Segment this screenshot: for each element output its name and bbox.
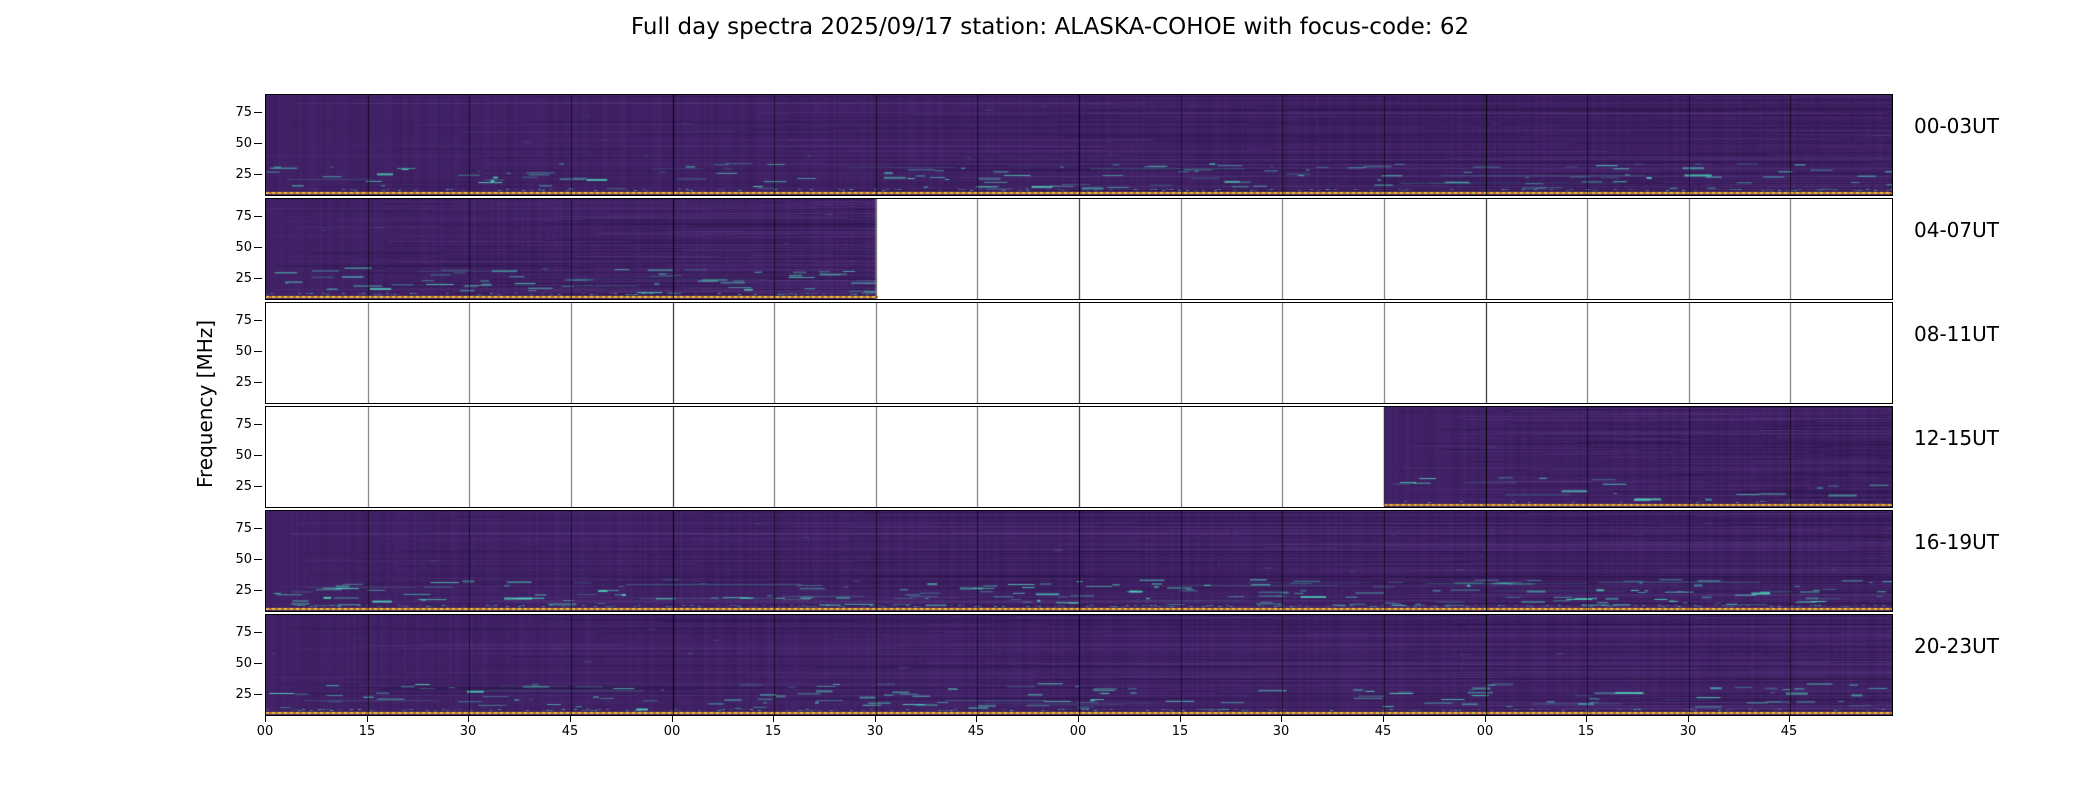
row-time-label: 12-15UT [1914,426,1999,450]
spectrogram-panel [265,614,1893,716]
spectrogram-panel [265,94,1893,196]
x-tick-mark [1789,716,1790,722]
x-tick-mark [773,716,774,722]
y-tick-label: 50 [222,137,262,151]
y-tick-label: 50 [222,449,262,463]
x-tick-label: 00 [256,724,274,739]
spectrogram-row: 75 50 25 16-19UT [0,510,2100,612]
spectrogram-panel [265,302,1893,404]
x-tick-mark [468,716,469,722]
y-tick-label: 25 [222,584,262,598]
spectrogram-row: 75 50 25 00-03UT [0,94,2100,196]
y-tick-label: 75 [222,522,262,536]
x-tick-label: 30 [1679,724,1697,739]
spectrogram-panel [265,406,1893,508]
x-tick-mark [265,716,266,722]
x-tick-mark [1281,716,1282,722]
x-tick-label: 15 [1171,724,1189,739]
y-tick-label: 50 [222,553,262,567]
y-tick-label: 75 [222,418,262,432]
y-tick-label: 75 [222,626,262,640]
x-tick-mark [1078,716,1079,722]
row-time-label: 20-23UT [1914,634,1999,658]
spectrogram-panel [265,510,1893,612]
x-tick-mark [672,716,673,722]
x-tick-label: 00 [663,724,681,739]
y-tick-label: 50 [222,241,262,255]
x-tick-mark [1485,716,1486,722]
y-tick-label: 50 [222,657,262,671]
x-tick-label: 30 [1272,724,1290,739]
x-tick-label: 30 [866,724,884,739]
y-tick-label: 25 [222,688,262,702]
x-tick-label: 00 [1476,724,1494,739]
chart-title: Full day spectra 2025/09/17 station: ALA… [630,14,1470,40]
x-tick-mark [1180,716,1181,722]
x-tick-mark [570,716,571,722]
y-tick-label: 75 [222,314,262,328]
y-tick-label: 25 [222,272,262,286]
spectrogram-row: 75 50 25 08-11UT [0,302,2100,404]
row-time-label: 00-03UT [1914,114,1999,138]
row-time-label: 16-19UT [1914,530,1999,554]
x-tick-label: 30 [459,724,477,739]
x-tick-mark [1586,716,1587,722]
spectrogram-panel [265,198,1893,300]
x-tick-label: 15 [1577,724,1595,739]
y-tick-label: 75 [222,210,262,224]
spectrogram-row: 75 50 25 12-15UT [0,406,2100,508]
y-tick-label: 25 [222,480,262,494]
x-tick-label: 45 [561,724,579,739]
x-tick-label: 15 [764,724,782,739]
y-tick-label: 75 [222,106,262,120]
y-tick-label: 25 [222,376,262,390]
row-time-label: 04-07UT [1914,218,1999,242]
spectrogram-row: 75 50 25 04-07UT [0,198,2100,300]
x-tick-label: 45 [967,724,985,739]
y-tick-label: 50 [222,345,262,359]
x-tick-label: 00 [1069,724,1087,739]
x-tick-mark [976,716,977,722]
spectrogram-row: 75 50 25 20-23UT [0,614,2100,716]
x-tick-mark [1383,716,1384,722]
x-tick-label: 45 [1374,724,1392,739]
x-tick-mark [875,716,876,722]
y-tick-label: 25 [222,168,262,182]
x-tick-label: 45 [1780,724,1798,739]
x-tick-label: 15 [358,724,376,739]
x-tick-mark [1688,716,1689,722]
row-time-label: 08-11UT [1914,322,1999,346]
x-tick-mark [367,716,368,722]
